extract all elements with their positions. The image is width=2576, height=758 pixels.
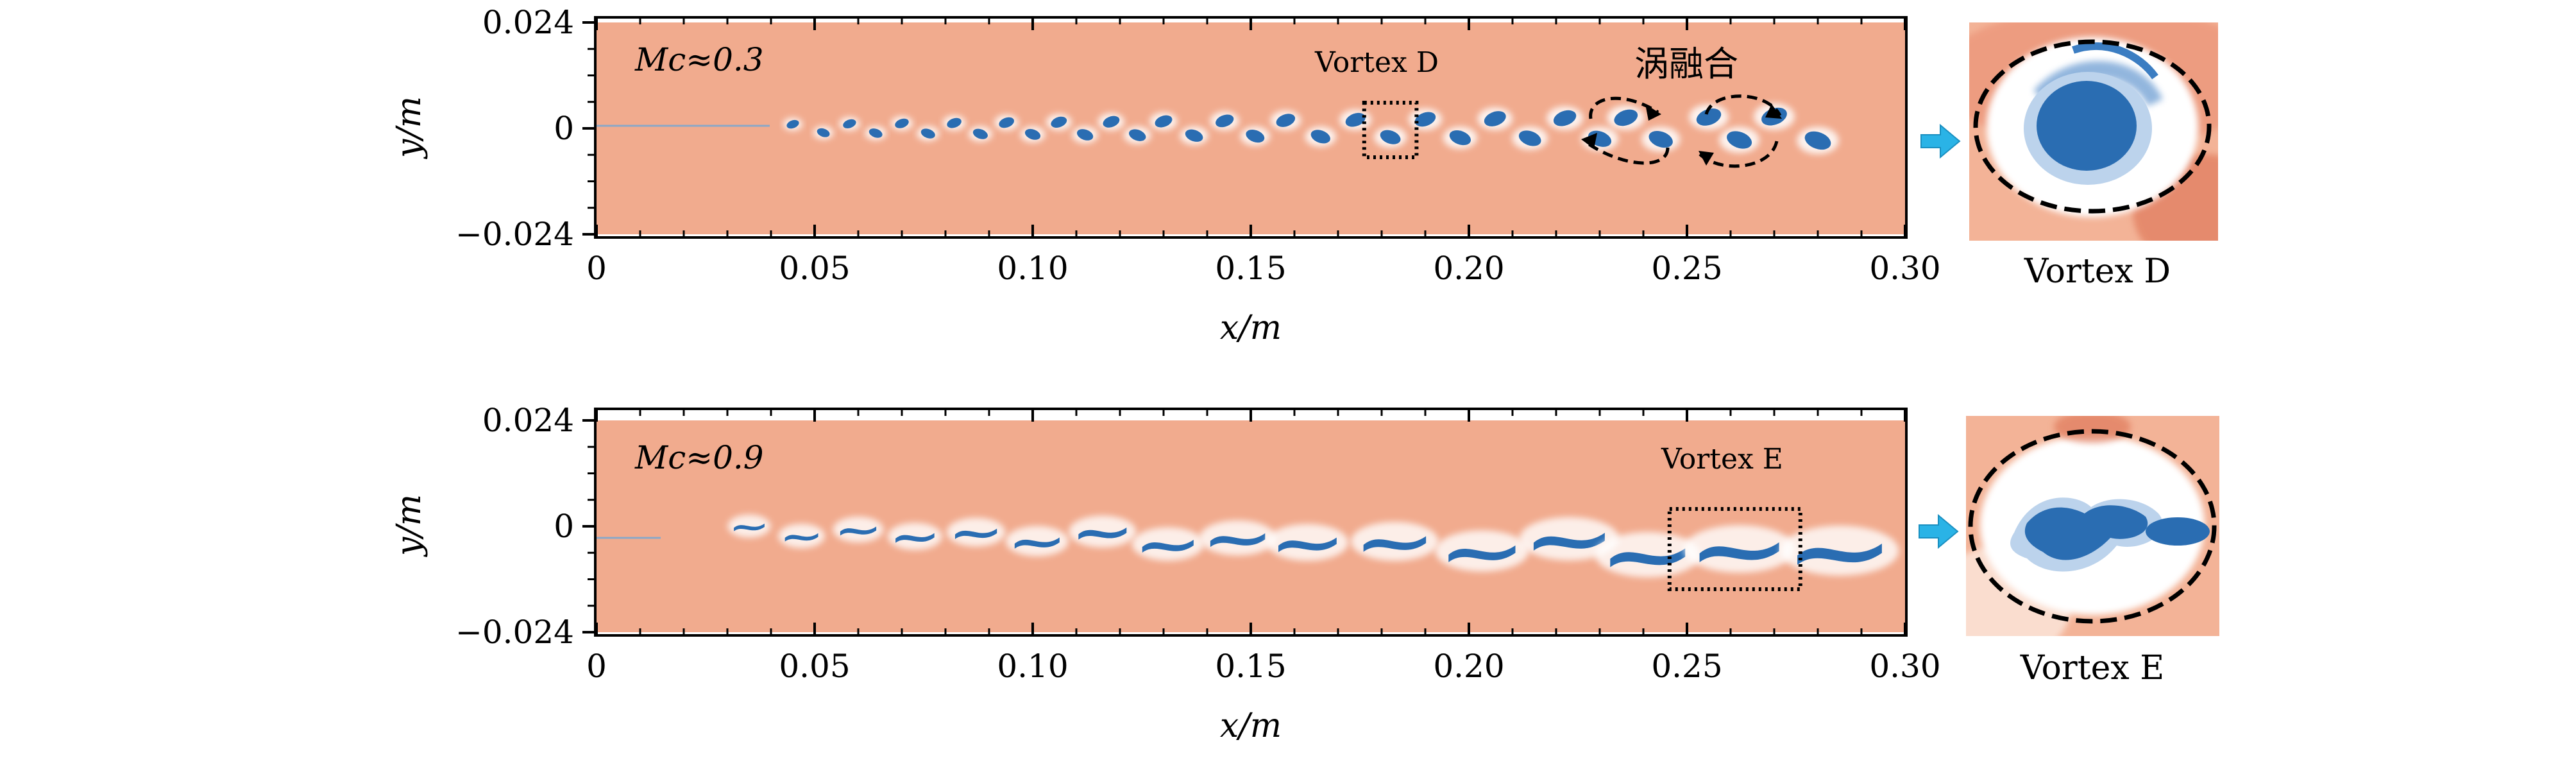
vortex: [1595, 531, 1700, 578]
vortex-e-box: [1667, 507, 1802, 591]
inset-vortex-d: Vortex D: [1920, 22, 2218, 291]
vortex-d-box: [1362, 101, 1419, 159]
vortex: [1149, 112, 1178, 131]
panel-top: 0 0.05 0.10 0.15 0.20 0.25 0.30 0.024 0 −0.024 Mc…: [390, 4, 1941, 347]
vortex: [813, 126, 834, 140]
x-tick-label: 0.10: [997, 648, 1068, 685]
x-tick-label: 0: [586, 250, 607, 287]
vortex-field-top: [783, 103, 1839, 155]
y-tick-label: 0.024: [482, 4, 574, 41]
vortex: [1097, 113, 1125, 131]
vortex: [917, 126, 940, 141]
vortex: [888, 522, 942, 550]
vortex: [1270, 110, 1301, 130]
vortex: [1443, 126, 1477, 149]
inset-label-e: Vortex E: [2020, 649, 2164, 687]
vortex: [727, 514, 771, 538]
vortex-e-core: [2024, 505, 2148, 560]
vortex: [833, 516, 884, 543]
vortex: [1124, 126, 1151, 144]
vortex: [1797, 126, 1839, 155]
vortex: [1780, 525, 1899, 576]
x-axis-label-top: x/m: [1220, 309, 1282, 347]
y-tick-label: 0: [554, 110, 574, 147]
mc-annotation-bottom: Mc≈0.9: [634, 439, 764, 476]
x-tick-label: 0.15: [1215, 250, 1286, 287]
y-axis-label-top: y/m: [390, 96, 428, 159]
vortex: [1409, 108, 1442, 130]
x-tick-label: 0.20: [1433, 250, 1504, 287]
y-tick-label: 0.024: [482, 402, 574, 439]
vortex: [1210, 111, 1239, 130]
vortex: [1519, 517, 1620, 561]
x-tick-label: 0.30: [1869, 648, 1940, 685]
vortex: [1607, 105, 1645, 130]
axis-ticks-bottom: 0 0.05 0.10 0.15 0.20 0.25 0.30 0.024 0 −0.024: [455, 402, 1941, 685]
vortex: [1046, 114, 1072, 131]
vortex: [1719, 126, 1759, 153]
x-tick-label: 0.20: [1433, 648, 1504, 685]
vortex: [1351, 522, 1439, 561]
vortex: [865, 126, 886, 141]
vortex: [1005, 526, 1069, 556]
vortex: [1374, 126, 1407, 148]
y-axis-label-bottom: y/m: [390, 494, 428, 557]
y-tick-label: −0.024: [455, 216, 574, 253]
x-tick-label: 0.15: [1215, 648, 1286, 685]
zoom-arrow-bottom: [1919, 513, 1959, 549]
vortex-d-label: Vortex D: [1314, 46, 1439, 79]
vortex: [1180, 126, 1208, 145]
vortex: [1069, 515, 1137, 547]
zoom-arrow-top: [1920, 123, 1961, 159]
panel-bottom: 0 0.05 0.10 0.15 0.20 0.25 0.30 0.024 0 −0.024 Mc…: [390, 402, 1941, 745]
vortex: [1240, 126, 1270, 146]
x-axis-label-bottom: x/m: [1220, 707, 1282, 745]
vortex: [1339, 109, 1371, 130]
vortex: [1020, 126, 1046, 142]
vortex: [1435, 530, 1529, 572]
vortex: [946, 517, 1006, 547]
vortex-field-bottom: [727, 514, 1899, 578]
x-tick-label: 0.10: [997, 250, 1068, 287]
x-tick-label: 0.30: [1869, 250, 1940, 287]
x-tick-label: 0: [586, 648, 607, 685]
vortex: [942, 115, 966, 131]
merge-label: 涡融合: [1634, 44, 1738, 84]
vortex: [783, 117, 803, 131]
vortex: [1546, 106, 1583, 130]
x-tick-label: 0.05: [779, 250, 850, 287]
vortex: [1199, 520, 1276, 556]
mc-annotation-top: Mc≈0.3: [634, 41, 764, 78]
vortex: [1689, 104, 1729, 130]
inset-vortex-e: Vortex E: [1919, 416, 2219, 687]
y-tick-label: −0.024: [455, 614, 574, 651]
x-tick-label: 0.05: [779, 648, 850, 685]
vortex: [839, 117, 860, 131]
vortex: [1305, 126, 1336, 147]
vortex: [1641, 126, 1681, 152]
x-tick-label: 0.25: [1651, 250, 1722, 287]
inset-label-d: Vortex D: [2024, 252, 2171, 291]
x-tick-label: 0.25: [1651, 648, 1722, 685]
vortex: [1683, 525, 1795, 573]
merge-arrow-heads: [1581, 104, 1782, 166]
vortex: [1477, 107, 1513, 130]
vortex: [890, 116, 913, 131]
inset-circle-d: [1973, 39, 2212, 214]
y-tick-label: 0: [554, 508, 574, 545]
vortex: [1266, 524, 1348, 561]
vortex: [1512, 126, 1548, 150]
vortex-d-core: [2037, 81, 2137, 171]
vortex: [1131, 527, 1204, 561]
axis-ticks-top: 0 0.05 0.10 0.15 0.20 0.25 0.30 0.024 0 −0.024: [455, 4, 1941, 287]
vortex-e-label: Vortex E: [1661, 443, 1783, 476]
vortex: [968, 126, 992, 142]
inset-circle-e: [1968, 429, 2217, 624]
vortex: [1072, 126, 1098, 144]
vortex: [778, 524, 825, 548]
vortex: [994, 114, 1019, 131]
